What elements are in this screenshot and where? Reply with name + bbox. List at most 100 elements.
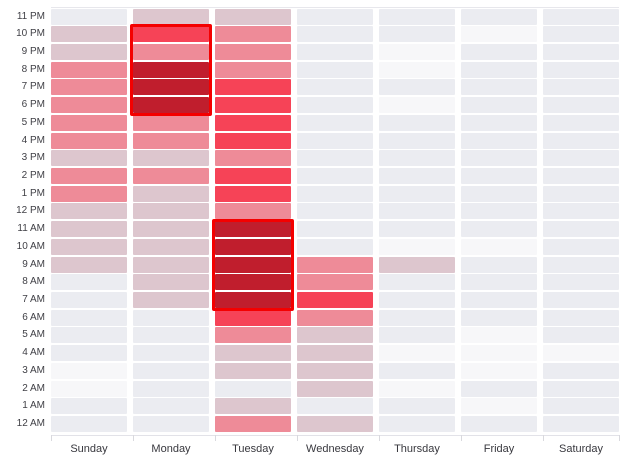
heatmap-cell[interactable] <box>461 114 537 131</box>
heatmap-cell[interactable] <box>133 167 209 184</box>
heatmap-cell[interactable] <box>297 43 373 60</box>
heatmap-cell[interactable] <box>379 97 455 114</box>
heatmap-cell[interactable] <box>215 416 291 433</box>
heatmap-cell[interactable] <box>461 79 537 96</box>
heatmap-cell[interactable] <box>51 221 127 238</box>
heatmap-cell[interactable] <box>379 203 455 220</box>
heatmap-cell[interactable] <box>379 79 455 96</box>
heatmap-cell[interactable] <box>215 256 291 273</box>
heatmap-cell[interactable] <box>461 380 537 397</box>
heatmap-cell[interactable] <box>133 26 209 43</box>
heatmap-cell[interactable] <box>215 274 291 291</box>
heatmap-cell[interactable] <box>297 26 373 43</box>
heatmap-cell[interactable] <box>215 362 291 379</box>
heatmap-cell[interactable] <box>51 150 127 167</box>
heatmap-cell[interactable] <box>461 150 537 167</box>
heatmap-cell[interactable] <box>51 416 127 433</box>
heatmap-cell[interactable] <box>543 185 619 202</box>
heatmap-cell[interactable] <box>215 132 291 149</box>
heatmap-cell[interactable] <box>215 203 291 220</box>
heatmap-cell[interactable] <box>297 203 373 220</box>
heatmap-cell[interactable] <box>297 380 373 397</box>
heatmap-cell[interactable] <box>461 97 537 114</box>
heatmap-cell[interactable] <box>543 43 619 60</box>
heatmap-cell[interactable] <box>543 256 619 273</box>
heatmap-cell[interactable] <box>51 274 127 291</box>
heatmap-cell[interactable] <box>133 292 209 309</box>
heatmap-cell[interactable] <box>297 8 373 25</box>
heatmap-cell[interactable] <box>379 238 455 255</box>
heatmap-cell[interactable] <box>461 292 537 309</box>
heatmap-cell[interactable] <box>51 292 127 309</box>
heatmap-cell[interactable] <box>133 416 209 433</box>
heatmap-cell[interactable] <box>51 61 127 78</box>
heatmap-cell[interactable] <box>543 61 619 78</box>
heatmap-cell[interactable] <box>51 327 127 344</box>
heatmap-cell[interactable] <box>379 256 455 273</box>
heatmap-cell[interactable] <box>215 26 291 43</box>
heatmap-cell[interactable] <box>215 327 291 344</box>
heatmap-cell[interactable] <box>379 43 455 60</box>
heatmap-cell[interactable] <box>461 43 537 60</box>
heatmap-cell[interactable] <box>133 61 209 78</box>
heatmap-cell[interactable] <box>461 416 537 433</box>
heatmap-cell[interactable] <box>215 292 291 309</box>
heatmap-cell[interactable] <box>51 26 127 43</box>
heatmap-cell[interactable] <box>543 398 619 415</box>
heatmap-cell[interactable] <box>543 292 619 309</box>
heatmap-cell[interactable] <box>215 114 291 131</box>
heatmap-cell[interactable] <box>133 150 209 167</box>
heatmap-cell[interactable] <box>297 61 373 78</box>
heatmap-cell[interactable] <box>215 167 291 184</box>
heatmap-cell[interactable] <box>133 309 209 326</box>
heatmap-cell[interactable] <box>51 43 127 60</box>
heatmap-cell[interactable] <box>133 43 209 60</box>
heatmap-cell[interactable] <box>297 185 373 202</box>
heatmap-cell[interactable] <box>379 150 455 167</box>
heatmap-cell[interactable] <box>543 345 619 362</box>
heatmap-cell[interactable] <box>215 309 291 326</box>
heatmap-cell[interactable] <box>297 221 373 238</box>
heatmap-cell[interactable] <box>461 327 537 344</box>
heatmap-cell[interactable] <box>51 167 127 184</box>
heatmap-cell[interactable] <box>461 26 537 43</box>
heatmap-cell[interactable] <box>543 238 619 255</box>
heatmap-cell[interactable] <box>297 114 373 131</box>
heatmap-cell[interactable] <box>461 309 537 326</box>
heatmap-cell[interactable] <box>215 398 291 415</box>
heatmap-cell[interactable] <box>51 185 127 202</box>
heatmap-cell[interactable] <box>215 79 291 96</box>
heatmap-cell[interactable] <box>379 132 455 149</box>
heatmap-cell[interactable] <box>543 79 619 96</box>
heatmap-cell[interactable] <box>379 362 455 379</box>
heatmap-cell[interactable] <box>379 380 455 397</box>
heatmap-cell[interactable] <box>379 114 455 131</box>
heatmap-cell[interactable] <box>379 61 455 78</box>
heatmap-cell[interactable] <box>543 132 619 149</box>
heatmap-cell[interactable] <box>133 185 209 202</box>
heatmap-cell[interactable] <box>379 345 455 362</box>
heatmap-cell[interactable] <box>297 79 373 96</box>
heatmap-cell[interactable] <box>543 274 619 291</box>
heatmap-cell[interactable] <box>133 274 209 291</box>
heatmap-cell[interactable] <box>297 167 373 184</box>
heatmap-cell[interactable] <box>379 398 455 415</box>
heatmap-cell[interactable] <box>379 274 455 291</box>
heatmap-cell[interactable] <box>133 362 209 379</box>
heatmap-cell[interactable] <box>51 132 127 149</box>
heatmap-cell[interactable] <box>215 61 291 78</box>
heatmap-cell[interactable] <box>543 221 619 238</box>
heatmap-cell[interactable] <box>379 8 455 25</box>
heatmap-cell[interactable] <box>215 380 291 397</box>
heatmap-cell[interactable] <box>379 185 455 202</box>
heatmap-cell[interactable] <box>543 150 619 167</box>
heatmap-cell[interactable] <box>461 203 537 220</box>
heatmap-cell[interactable] <box>51 398 127 415</box>
heatmap-cell[interactable] <box>461 398 537 415</box>
heatmap-cell[interactable] <box>133 398 209 415</box>
heatmap-cell[interactable] <box>379 292 455 309</box>
heatmap-cell[interactable] <box>51 97 127 114</box>
heatmap-cell[interactable] <box>51 380 127 397</box>
heatmap-cell[interactable] <box>215 43 291 60</box>
heatmap-cell[interactable] <box>133 238 209 255</box>
